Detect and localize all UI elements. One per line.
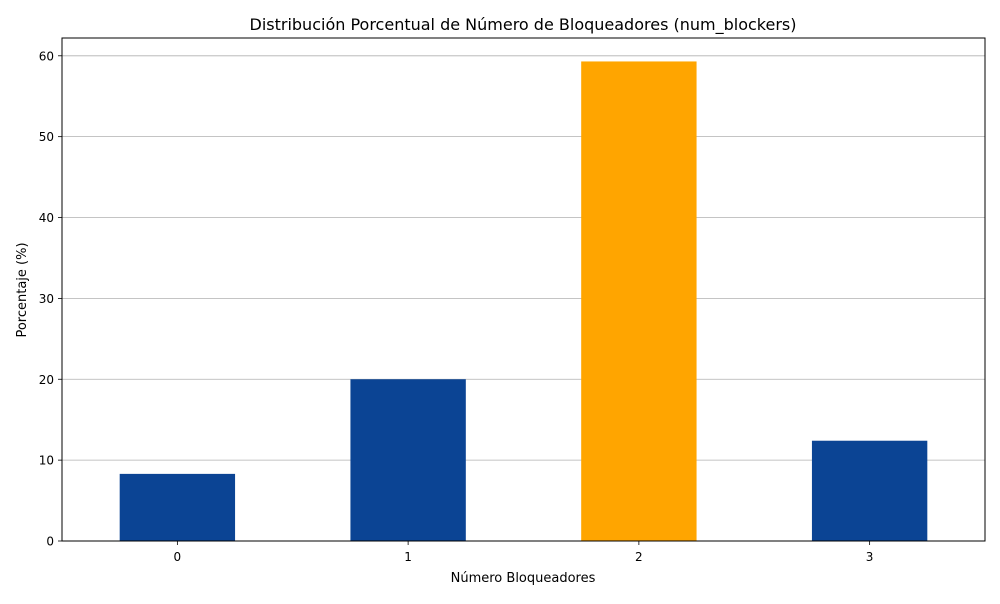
x-tick-label: 1 [404, 550, 412, 564]
x-axis-label: Número Bloqueadores [451, 571, 596, 586]
x-tick-label: 3 [866, 550, 874, 564]
y-tick-label: 10 [39, 454, 54, 468]
axes [58, 37, 986, 545]
x-tick-label: 2 [635, 550, 643, 564]
y-axis-label: Porcentaje (%) [15, 242, 30, 337]
y-tick-label: 30 [39, 292, 54, 306]
plot-frame [61, 37, 986, 542]
chart-title: Distribución Porcentual de Número de Blo… [250, 15, 797, 35]
bar-1 [350, 379, 466, 541]
bar-3 [811, 440, 928, 541]
y-tick-label: 40 [39, 211, 54, 225]
y-tick-label: 50 [39, 130, 54, 144]
x-tick-label: 0 [174, 550, 182, 564]
y-tick-label: 0 [46, 535, 54, 549]
bar-0 [119, 473, 236, 541]
y-tick-label: 60 [39, 49, 54, 63]
bar-2 [581, 61, 697, 541]
gridlines [62, 55, 985, 542]
bars [119, 61, 928, 541]
tick-labels: 0 10 20 30 40 50 60 0 1 2 3 [39, 49, 874, 564]
y-tick-label: 20 [39, 373, 54, 387]
